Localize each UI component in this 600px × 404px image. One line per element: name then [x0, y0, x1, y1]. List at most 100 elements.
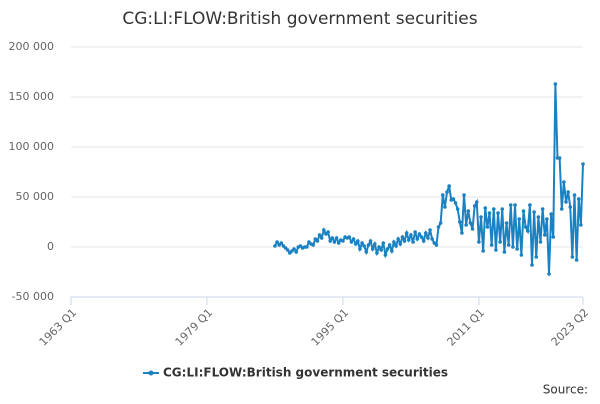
- point: [341, 239, 345, 243]
- point: [322, 228, 326, 232]
- point: [549, 212, 553, 216]
- point: [392, 240, 396, 244]
- point: [409, 233, 413, 237]
- point: [457, 220, 462, 224]
- point: [508, 203, 513, 207]
- point: [398, 242, 403, 246]
- point: [445, 190, 449, 194]
- point: [440, 193, 445, 197]
- point: [477, 240, 481, 244]
- point: [400, 235, 405, 239]
- point: [536, 215, 541, 219]
- point: [460, 231, 464, 235]
- point: [334, 236, 339, 240]
- point: [396, 237, 400, 241]
- point: [332, 240, 337, 244]
- x-tick-label: 1979 Q1: [173, 306, 216, 349]
- point: [581, 162, 585, 166]
- point: [438, 221, 443, 225]
- point: [428, 228, 432, 232]
- chart-title: CG:LI:FLOW:British government securities: [122, 9, 477, 29]
- point: [474, 200, 479, 204]
- point: [362, 244, 366, 248]
- point: [273, 244, 277, 248]
- point: [455, 207, 460, 211]
- point: [572, 193, 577, 197]
- point: [434, 243, 439, 247]
- point: [576, 197, 581, 201]
- point: [389, 249, 394, 253]
- point: [368, 239, 373, 243]
- point: [358, 247, 362, 251]
- point: [574, 258, 579, 262]
- point: [402, 239, 407, 243]
- point: [534, 255, 539, 259]
- point: [521, 209, 526, 213]
- point: [375, 251, 379, 255]
- point: [472, 204, 477, 208]
- point: [553, 82, 558, 86]
- point: [579, 223, 583, 227]
- point: [381, 241, 386, 245]
- point: [564, 200, 568, 204]
- point: [275, 240, 279, 244]
- point: [453, 201, 458, 205]
- point: [356, 239, 360, 243]
- point: [489, 243, 494, 247]
- point: [481, 249, 485, 253]
- point: [551, 235, 556, 239]
- point: [517, 217, 522, 221]
- point: [504, 221, 509, 225]
- point: [525, 229, 530, 233]
- y-tick-label: 150 000: [9, 90, 55, 103]
- point: [487, 211, 492, 215]
- point: [538, 240, 543, 244]
- point: [540, 207, 545, 211]
- point: [305, 245, 309, 249]
- y-tick-label: -50 000: [12, 290, 54, 303]
- x-tick-label: 2023 Q2: [549, 306, 592, 349]
- point: [349, 240, 354, 244]
- x-tick-label: 1963 Q1: [37, 306, 80, 349]
- point: [330, 236, 335, 240]
- point: [468, 221, 473, 225]
- point: [447, 184, 451, 188]
- point: [426, 236, 430, 240]
- point: [491, 207, 496, 211]
- point: [513, 203, 517, 207]
- point: [462, 193, 466, 197]
- point: [570, 255, 575, 259]
- point: [315, 239, 320, 243]
- point: [336, 241, 341, 245]
- point: [406, 238, 411, 242]
- point: [470, 227, 475, 231]
- point: [413, 230, 417, 234]
- point: [502, 250, 507, 254]
- point: [430, 237, 434, 241]
- point: [523, 225, 528, 229]
- point: [519, 253, 524, 257]
- point: [351, 237, 356, 241]
- x-tick-label: 1995 Q1: [309, 306, 352, 349]
- point: [545, 217, 549, 221]
- point: [373, 242, 377, 246]
- point: [498, 240, 502, 244]
- point: [417, 232, 422, 236]
- point: [451, 197, 456, 201]
- point: [411, 240, 415, 244]
- point: [547, 272, 551, 276]
- point: [436, 225, 441, 229]
- point: [568, 205, 573, 209]
- point: [285, 248, 290, 252]
- point: [443, 205, 447, 209]
- point: [494, 248, 498, 252]
- point: [385, 247, 390, 251]
- point: [319, 236, 324, 240]
- point: [311, 243, 315, 247]
- series-line: [274, 83, 584, 275]
- point: [387, 243, 392, 247]
- point: [500, 207, 505, 211]
- point: [528, 203, 532, 207]
- legend-label: CG:LI:FLOW:British government securities: [163, 366, 448, 380]
